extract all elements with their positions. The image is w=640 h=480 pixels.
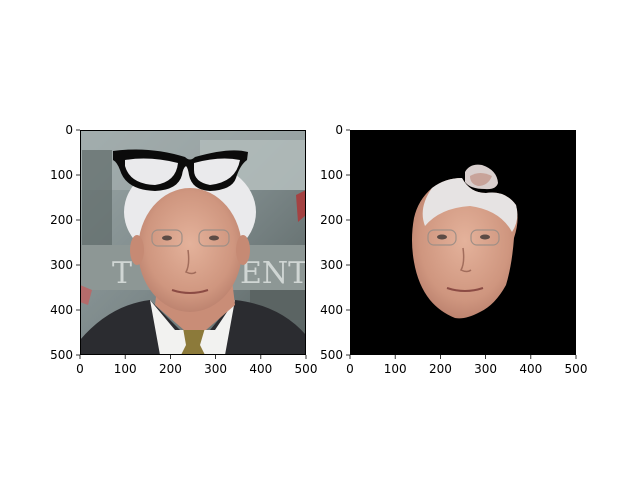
left-image-panel: T ENT [50,123,317,376]
right-ytick-label: 400 [320,303,343,317]
right-ytick-label: 300 [320,258,343,272]
right-xtick-label: 0 [346,362,354,376]
right-xtick-label: 300 [474,362,497,376]
right-axes-frame [350,130,576,355]
left-xtick-label: 0 [76,362,84,376]
left-xtick-label: 500 [295,362,318,376]
right-xtick-label: 100 [384,362,407,376]
right-ytick-label: 0 [335,123,343,137]
left-photo: T ENT [80,130,308,355]
left-xtick-label: 300 [204,362,227,376]
svg-text:ENT: ENT [240,256,308,291]
left-xtick-label: 100 [114,362,137,376]
right-xtick-label: 500 [565,362,588,376]
right-ytick-label: 500 [320,348,343,362]
left-ytick-label: 100 [50,168,73,182]
right-masked-photo [350,130,576,355]
left-ytick-label: 400 [50,303,73,317]
right-xtick-label: 400 [519,362,542,376]
right-ytick-label: 200 [320,213,343,227]
right-xtick-label: 200 [429,362,452,376]
svg-text:T: T [112,256,132,291]
left-xtick-label: 400 [249,362,272,376]
left-ytick-label: 200 [50,213,73,227]
left-ytick-label: 0 [65,123,73,137]
left-ytick-label: 300 [50,258,73,272]
left-xtick-label: 200 [159,362,182,376]
right-ytick-label: 100 [320,168,343,182]
left-axes-frame [80,130,306,355]
left-ytick-label: 500 [50,348,73,362]
